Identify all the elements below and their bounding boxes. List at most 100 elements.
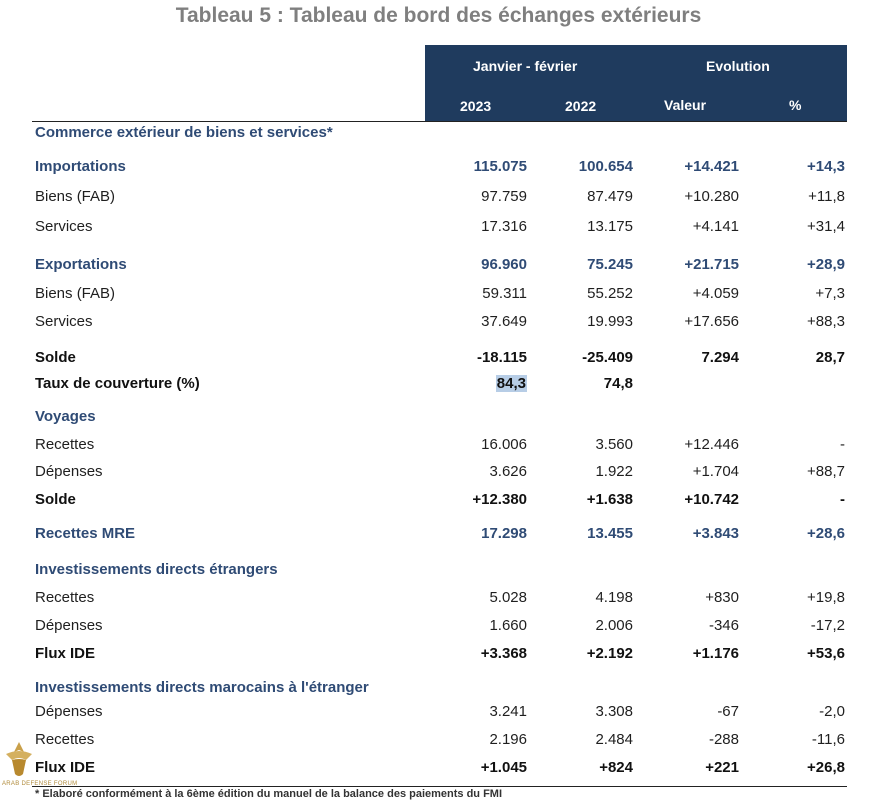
- table-row: Flux IDE +1.045 +824 +221 +26,8: [0, 759, 877, 783]
- table-row: Recettes 5.028 4.198 +830 +19,8: [0, 589, 877, 613]
- cell-2022: +2.192: [586, 645, 633, 662]
- cell-2022: 74,8: [603, 375, 633, 392]
- cell-2022: +1.638: [586, 491, 633, 508]
- cell-2022: 2.006: [595, 617, 633, 634]
- cell-2022: 87.479: [587, 188, 633, 205]
- cell-pct: -: [840, 436, 845, 453]
- cell-pct: +88,3: [807, 313, 845, 330]
- row-label: Recettes: [35, 436, 95, 453]
- table-row: Recettes 2.196 2.484 -288 -11,6: [0, 731, 877, 755]
- cell-valeur: +4.059: [692, 285, 739, 302]
- cell-valeur: +830: [705, 589, 739, 606]
- cell-pct: +31,4: [807, 218, 845, 235]
- cell-2022: 3.308: [595, 703, 633, 720]
- cell-valeur: -288: [708, 731, 739, 748]
- row-label: Recettes: [35, 731, 95, 748]
- cell-2022: 3.560: [595, 436, 633, 453]
- row-label: Solde: [35, 349, 76, 366]
- table-row: Importations 115.075 100.654 +14.421 +14,3: [0, 158, 877, 182]
- section-header-row: Investissements directs étrangers: [0, 561, 877, 585]
- header-pct: %: [789, 97, 802, 113]
- table-row: Biens (FAB) 59.311 55.252 +4.059 +7,3: [0, 285, 877, 309]
- header-year-2023: 2023: [460, 98, 492, 114]
- cell-2022: 2.484: [595, 731, 633, 748]
- row-label: Investissements directs marocains à l'ét…: [35, 679, 369, 696]
- cell-valeur: +17.656: [684, 313, 739, 330]
- cell-pct: -: [840, 491, 845, 508]
- watermark-text: ARAB DEFENSE FORUM: [2, 781, 78, 787]
- cell-pct: -17,2: [810, 617, 845, 634]
- row-label: Commerce extérieur de biens et services*: [35, 124, 333, 141]
- footnote: * Elaboré conformément à la 6ème édition…: [35, 788, 503, 800]
- cell-2023: +3.368: [480, 645, 527, 662]
- cell-2023: 37.649: [481, 313, 527, 330]
- cell-valeur: 7.294: [701, 349, 739, 366]
- table-row: Biens (FAB) 97.759 87.479 +10.280 +11,8: [0, 188, 877, 212]
- row-label: Flux IDE: [35, 759, 96, 776]
- cell-2023: 16.006: [481, 436, 527, 453]
- cell-2022: 1.922: [595, 463, 633, 480]
- cell-valeur: +10.742: [684, 491, 739, 508]
- cell-2023: +12.380: [472, 491, 527, 508]
- cell-2023: 17.316: [481, 218, 527, 235]
- cell-valeur: +221: [705, 759, 739, 776]
- row-label: Dépenses: [35, 703, 103, 720]
- cell-2023: -18.115: [476, 349, 527, 366]
- cell-2022: 19.993: [587, 313, 633, 330]
- cell-valeur: -67: [717, 703, 739, 720]
- cell-valeur: +3.843: [692, 525, 739, 542]
- cell-2023: 59.311: [482, 285, 527, 302]
- cell-2022: 55.252: [587, 285, 633, 302]
- table-row: Flux IDE +3.368 +2.192 +1.176 +53,6: [0, 645, 877, 669]
- cell-pct: +88,7: [807, 463, 845, 480]
- row-label: Services: [35, 218, 93, 235]
- cell-2022: 4.198: [595, 589, 633, 606]
- cell-2023: 84,3: [417, 375, 527, 392]
- header-rule: [32, 121, 847, 122]
- section-header-row: Voyages: [0, 408, 877, 432]
- highlighted-value: 84,3: [495, 375, 527, 392]
- cell-2022: 13.455: [587, 525, 633, 542]
- table-row: Solde -18.115 -25.409 7.294 28,7: [0, 349, 877, 373]
- row-label: Biens (FAB): [35, 285, 116, 302]
- cell-2023: 96.960: [481, 256, 527, 273]
- row-label: Voyages: [35, 408, 96, 425]
- row-label: Recettes MRE: [35, 525, 136, 542]
- section-header-row: Commerce extérieur de biens et services*: [0, 124, 877, 148]
- row-label: Investissements directs étrangers: [35, 561, 278, 578]
- cell-2023: +1.045: [480, 759, 527, 776]
- cell-2023: 17.298: [481, 525, 527, 542]
- row-label: Flux IDE: [35, 645, 96, 662]
- row-label: Solde: [35, 491, 76, 508]
- header-evolution: Evolution: [706, 58, 770, 74]
- cell-pct: 28,7: [815, 349, 845, 366]
- table-row: Services 37.649 19.993 +17.656 +88,3: [0, 313, 877, 337]
- cell-pct: -2,0: [819, 703, 845, 720]
- cell-valeur: +4.141: [692, 218, 739, 235]
- cell-2023: 1.660: [489, 617, 527, 634]
- cell-2023: 3.241: [489, 703, 527, 720]
- row-label: Biens (FAB): [35, 188, 116, 205]
- header-period: Janvier - février: [473, 58, 578, 74]
- table-row: Dépenses 1.660 2.006 -346 -17,2: [0, 617, 877, 641]
- cell-2022: 75.245: [587, 256, 633, 273]
- cell-2023: 5.028: [489, 589, 527, 606]
- table-row: Taux de couverture (%) 84,3 74,8: [0, 375, 877, 399]
- cell-2023: 97.759: [481, 188, 527, 205]
- table-header: Janvier - février Evolution 2023 2022 Va…: [425, 45, 847, 122]
- table-row: Dépenses 3.241 3.308 -67 -2,0: [0, 703, 877, 727]
- cell-pct: +14,3: [807, 158, 845, 175]
- cell-2022: 100.654: [578, 158, 633, 175]
- row-label: Dépenses: [35, 463, 103, 480]
- row-label: Taux de couverture (%): [35, 375, 200, 392]
- table-row: Recettes 16.006 3.560 +12.446 -: [0, 436, 877, 460]
- row-label: Exportations: [35, 256, 127, 273]
- cell-valeur: +14.421: [684, 158, 739, 175]
- cell-2022: +824: [599, 759, 633, 776]
- cell-pct: +11,8: [808, 188, 845, 205]
- table-row: Recettes MRE 17.298 13.455 +3.843 +28,6: [0, 525, 877, 549]
- header-year-2022: 2022: [565, 98, 597, 114]
- table-row: Exportations 96.960 75.245 +21.715 +28,9: [0, 256, 877, 280]
- cell-2022: -25.409: [582, 349, 633, 366]
- cell-pct: +7,3: [815, 285, 845, 302]
